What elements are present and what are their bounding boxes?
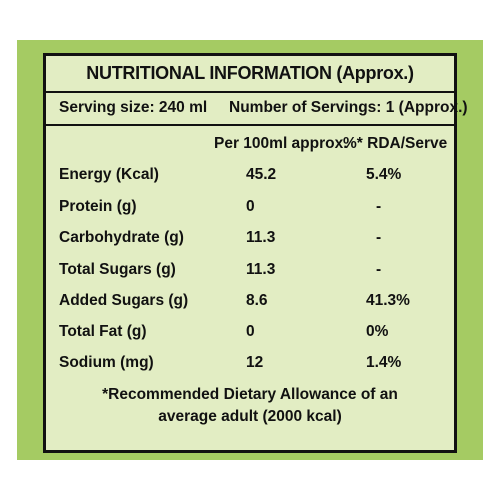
nutrient-label: Total Fat (g) (59, 323, 147, 340)
servings-count: Number of Servings: 1 (Approx.) (229, 99, 468, 116)
nutrient-label: Energy (Kcal) (59, 166, 159, 183)
per100-value: 0 (246, 323, 255, 340)
nutrient-label: Sodium (mg) (59, 354, 154, 371)
title-divider (46, 91, 454, 93)
rda-value: - (376, 229, 382, 246)
per100-value: 45.2 (246, 166, 277, 183)
rda-value: 41.3% (366, 292, 410, 309)
footnote: *Recommended Dietary Allowance of an ave… (46, 384, 454, 428)
nutrient-label: Total Sugars (g) (59, 261, 176, 278)
rda-value: - (376, 198, 382, 215)
column-header-per100: Per 100ml approx. (214, 135, 348, 152)
rda-value: - (376, 261, 382, 278)
rda-value: 0% (366, 323, 389, 340)
serving-divider (46, 124, 454, 126)
per100-value: 8.6 (246, 292, 268, 309)
footnote-line-2: average adult (2000 kcal) (158, 408, 342, 425)
footnote-line-1: *Recommended Dietary Allowance of an (102, 386, 398, 403)
per100-value: 12 (246, 354, 264, 371)
per100-value: 11.3 (246, 261, 276, 278)
per100-value: 11.3 (246, 229, 276, 246)
column-header-rda: %* RDA/Serve (343, 135, 448, 152)
nutrition-table: NUTRITIONAL INFORMATION (Approx.) Servin… (43, 53, 468, 453)
serving-size: Serving size: 240 ml (59, 99, 208, 116)
nutrient-label: Carbohydrate (g) (59, 229, 184, 246)
table-title: NUTRITIONAL INFORMATION (Approx.) (86, 63, 414, 83)
nutrient-label: Protein (g) (59, 198, 137, 215)
nutrient-label: Added Sugars (g) (59, 292, 189, 309)
per100-value: 0 (246, 198, 255, 215)
rda-value: 1.4% (366, 354, 402, 371)
rda-value: 5.4% (366, 166, 402, 183)
